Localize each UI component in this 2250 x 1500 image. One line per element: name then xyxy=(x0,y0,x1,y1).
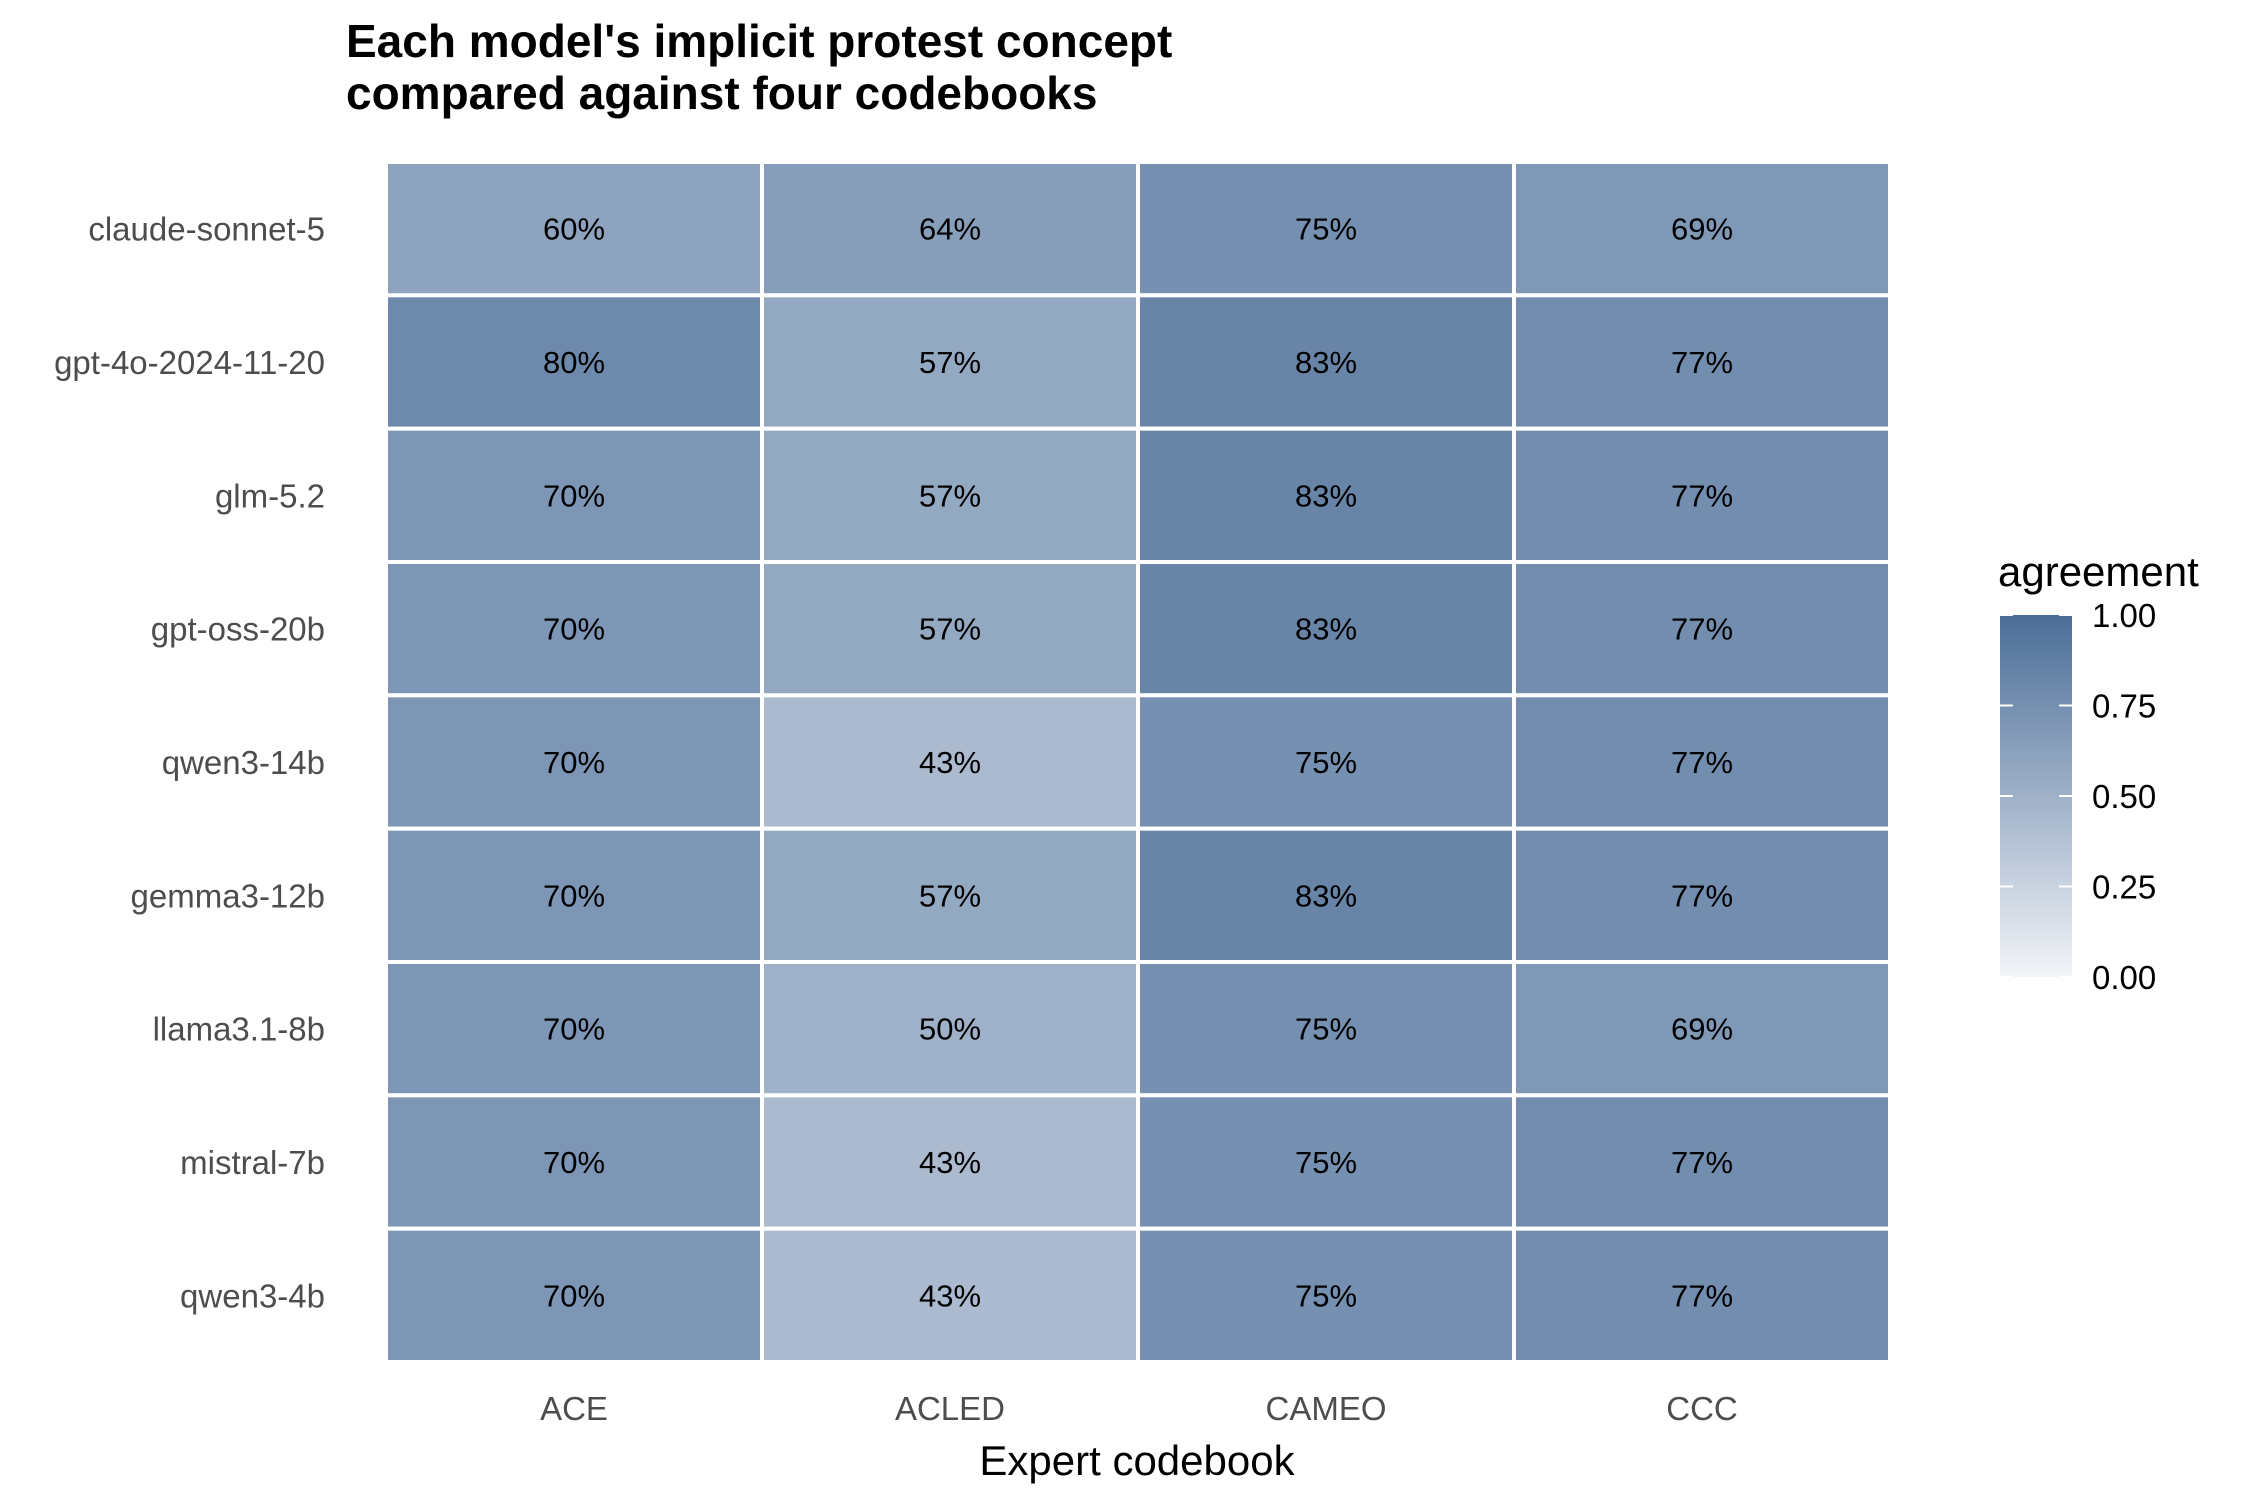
heatmap-cell xyxy=(760,293,1140,431)
cell-value-label: 57% xyxy=(919,612,981,647)
chart-title-line-2: compared against four codebooks xyxy=(346,67,1097,119)
cell-value-label: 70% xyxy=(543,878,605,913)
x-tick-label: CCC xyxy=(1666,1390,1738,1427)
cell-value-label: 57% xyxy=(919,478,981,513)
heatmap-cell xyxy=(384,693,764,831)
heatmap-cells: 60% 64% 75% 69% 80% 57% 83% 77% 70% 57% 83% 77% 70% 5… xyxy=(384,160,1892,1364)
cell-value-label: 70% xyxy=(543,1145,605,1180)
heatmap-cell xyxy=(1136,160,1516,298)
heatmap-cell xyxy=(384,826,764,965)
cell-value-label: 57% xyxy=(919,345,981,380)
heatmap-cell xyxy=(1136,960,1516,1098)
y-tick-label: llama3.1-8b xyxy=(153,1011,325,1048)
cell-value-label: 77% xyxy=(1671,745,1733,780)
cell-value-label: 64% xyxy=(919,212,981,247)
heatmap-cell xyxy=(1136,1093,1516,1231)
cell-value-label: 43% xyxy=(919,1278,981,1313)
cell-value-label: 43% xyxy=(919,1145,981,1180)
chart-title: Each model's implicit protest concept co… xyxy=(346,15,1185,119)
cell-value-label: 70% xyxy=(543,478,605,513)
chart-title-line-1: Each model's implicit protest concept xyxy=(346,15,1172,67)
cell-value-label: 77% xyxy=(1671,478,1733,513)
x-axis-labels: ACE ACLED CAMEO CCC xyxy=(540,1390,1738,1427)
cell-value-label: 70% xyxy=(543,745,605,780)
heatmap-cell xyxy=(1512,426,1892,564)
heatmap-cell xyxy=(760,426,1140,564)
legend-tick-label: 0.75 xyxy=(2092,688,2156,725)
legend-tick-label: 0.50 xyxy=(2092,778,2156,815)
legend-tick-label: 0.00 xyxy=(2092,959,2156,996)
cell-value-label: 77% xyxy=(1671,1145,1733,1180)
cell-value-label: 77% xyxy=(1671,878,1733,913)
y-tick-label: qwen3-14b xyxy=(162,744,325,781)
x-tick-label: ACE xyxy=(540,1390,608,1427)
cell-value-label: 70% xyxy=(543,1278,605,1313)
cell-value-label: 70% xyxy=(543,1012,605,1047)
cell-value-label: 83% xyxy=(1295,345,1357,380)
heatmap-cell xyxy=(1512,693,1892,831)
cell-value-label: 57% xyxy=(919,878,981,913)
cell-value-label: 75% xyxy=(1295,1278,1357,1313)
y-tick-label: glm-5.2 xyxy=(215,477,325,514)
cell-value-label: 77% xyxy=(1671,612,1733,647)
heatmap-cell xyxy=(760,560,1140,698)
heatmap-cell xyxy=(760,1226,1140,1364)
cell-value-label: 75% xyxy=(1295,1012,1357,1047)
heatmap-cell xyxy=(760,826,1140,965)
legend-ticks: 0.00 0.25 0.50 0.75 1.00 xyxy=(2000,597,2156,996)
cell-value-label: 77% xyxy=(1671,1278,1733,1313)
cell-value-label: 50% xyxy=(919,1012,981,1047)
cell-value-label: 75% xyxy=(1295,745,1357,780)
y-tick-label: gpt-oss-20b xyxy=(151,611,325,648)
cell-value-label: 69% xyxy=(1671,212,1733,247)
heatmap-cell xyxy=(1136,826,1516,965)
legend-tick-label: 0.25 xyxy=(2092,869,2156,906)
cell-value-label: 83% xyxy=(1295,478,1357,513)
cell-value-label: 83% xyxy=(1295,878,1357,913)
heatmap-cell xyxy=(1512,560,1892,698)
cell-value-label: 70% xyxy=(543,612,605,647)
y-tick-label: gpt-4o-2024-11-20 xyxy=(54,344,325,381)
cell-value-label: 83% xyxy=(1295,612,1357,647)
heatmap-cell xyxy=(1512,826,1892,965)
cell-value-label: 60% xyxy=(543,212,605,247)
legend-title: agreement xyxy=(1998,548,2199,595)
y-tick-label: mistral-7b xyxy=(180,1144,325,1181)
legend-tick-label: 1.00 xyxy=(2092,597,2156,634)
heatmap-cell xyxy=(384,160,764,298)
cell-value-label: 80% xyxy=(543,345,605,380)
x-tick-label: ACLED xyxy=(895,1390,1005,1427)
heatmap-cell xyxy=(760,693,1140,831)
y-tick-label: gemma3-12b xyxy=(131,877,325,914)
y-tick-label: claude-sonnet-5 xyxy=(88,211,325,248)
y-axis-labels: claude-sonnet-5 gpt-4o-2024-11-20 glm-5.2 g… xyxy=(54,211,325,1315)
cell-value-label: 75% xyxy=(1295,1145,1357,1180)
cell-value-label: 75% xyxy=(1295,212,1357,247)
cell-value-label: 77% xyxy=(1671,345,1733,380)
cell-value-label: 69% xyxy=(1671,1012,1733,1047)
heatmap-cell xyxy=(1136,693,1516,831)
x-tick-label: CAMEO xyxy=(1265,1390,1386,1427)
heatmap-cell xyxy=(1512,960,1892,1098)
heatmap-cell xyxy=(384,1093,764,1231)
heatmap-cell xyxy=(1512,1226,1892,1364)
heatmap-cell xyxy=(1512,160,1892,298)
heatmap-cell xyxy=(1512,293,1892,431)
heatmap-cell xyxy=(760,160,1140,298)
legend: agreement 0.00 0.25 0.50 0.75 1.00 xyxy=(1998,548,2199,996)
cell-value-label: 43% xyxy=(919,745,981,780)
heatmap-cell xyxy=(1136,1226,1516,1364)
x-axis-title: Expert codebook xyxy=(979,1437,1295,1484)
y-tick-label: qwen3-4b xyxy=(180,1277,325,1314)
